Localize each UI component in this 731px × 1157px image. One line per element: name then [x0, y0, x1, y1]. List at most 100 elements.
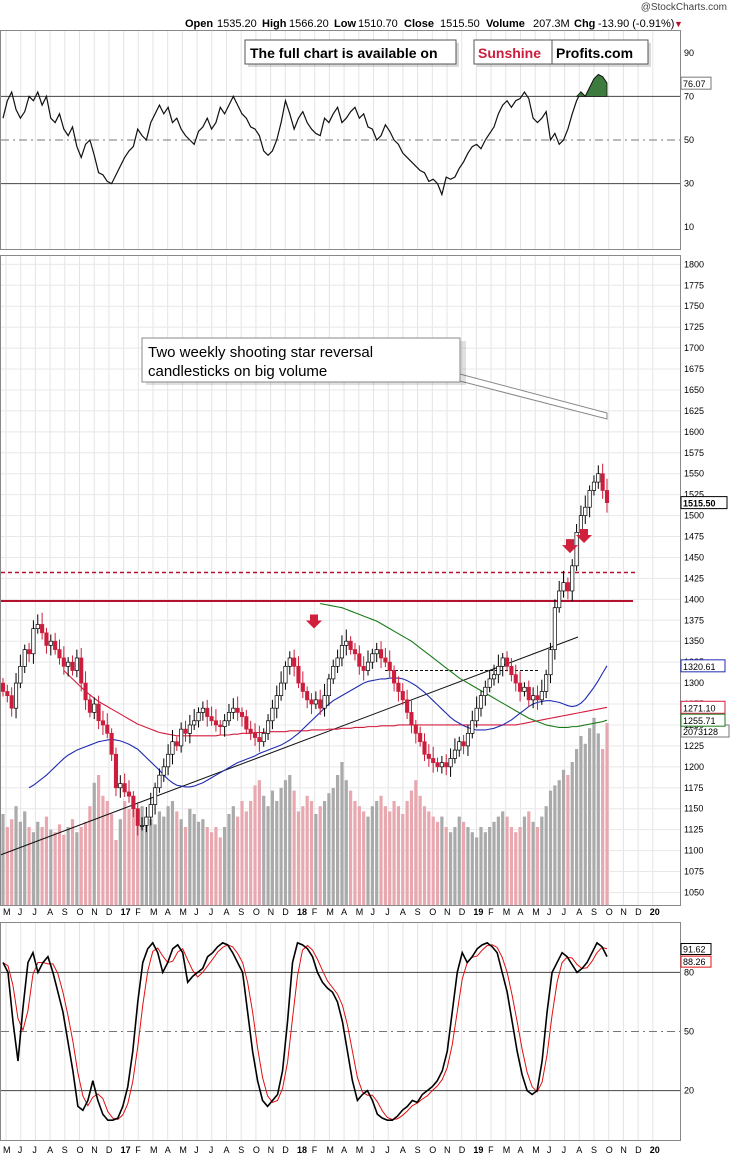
candle-body [279, 682, 284, 696]
open-label: Open [185, 18, 213, 30]
watermark: @StockCharts.com [641, 2, 727, 13]
candle-body [144, 816, 149, 826]
candle-body [426, 753, 431, 759]
volume-bar [544, 806, 548, 905]
candle-body [448, 758, 453, 768]
volume-bar [110, 814, 114, 905]
candle-body [535, 695, 540, 701]
trend-lines [0, 571, 636, 856]
candle-body [431, 758, 436, 763]
candle-body [565, 582, 570, 592]
volume-bar [553, 785, 557, 905]
x-tick-label: A [47, 907, 53, 917]
candle-body [183, 728, 188, 734]
candle-body [270, 707, 275, 722]
volume-bar [101, 795, 105, 905]
ma-last-value: 1255.71 [683, 716, 716, 726]
volume-bar [153, 824, 157, 905]
candle-body [287, 657, 292, 667]
candle-body [266, 720, 271, 734]
x-tick-label: J [194, 907, 199, 917]
x-tick-label: J [371, 907, 376, 917]
volume-bar [596, 733, 600, 905]
candle-body [604, 490, 610, 503]
volume-bar [475, 837, 479, 905]
x-tick-label: A [165, 907, 171, 917]
candle-body [374, 649, 379, 655]
candle-body [405, 699, 410, 713]
promo-text: The full chart is available on [250, 45, 438, 61]
ma-last-box [680, 700, 726, 714]
x-tick-label: D [459, 907, 466, 917]
chg-down-icon: ▼ [674, 19, 683, 29]
annotation-line-1: Two weekly shooting star reversal [148, 344, 373, 361]
candle-body [344, 640, 349, 646]
candle-body [192, 720, 197, 726]
volume-bar [140, 806, 144, 905]
volume-bar [149, 819, 153, 905]
volume-bar [344, 780, 348, 905]
candle-body [331, 665, 336, 680]
brand-sunshine: Sunshine [478, 45, 541, 61]
volume-bar [288, 775, 292, 905]
candle-body [57, 649, 62, 659]
rsi-last-value: 76.07 [683, 79, 706, 89]
candle-body [305, 691, 310, 701]
x-tick-label: A [224, 1145, 230, 1155]
candle-body [100, 720, 105, 726]
x-tick-label: M [150, 1145, 158, 1155]
volume-bar [96, 775, 101, 905]
volume-bar [492, 821, 496, 905]
volume-bar [514, 832, 518, 905]
candle-body [239, 712, 245, 717]
volume-bar [466, 827, 470, 905]
volume-bar [540, 816, 544, 905]
price-candles [0, 463, 610, 836]
candle-body [252, 732, 258, 738]
volume-bar [509, 827, 514, 905]
candle-body [40, 624, 45, 634]
candle-body [461, 741, 466, 747]
x-tick-label: 20 [650, 1145, 660, 1155]
candle-body [118, 783, 123, 789]
rsi-tick-label: 50 [684, 135, 694, 145]
x-tick-label: M [326, 1145, 334, 1155]
x-tick-label: N [444, 907, 451, 917]
x-tick-label: S [238, 907, 244, 917]
down-arrow-icon [562, 539, 578, 554]
x-tick-label: J [32, 1145, 37, 1155]
volume-bar [414, 780, 418, 905]
volume-bar [70, 819, 75, 905]
price-tick-label: 1350 [684, 636, 704, 646]
candle-body [418, 732, 423, 743]
candle-body [557, 590, 562, 609]
candle-body [257, 737, 262, 743]
x-tick-label: A [165, 1145, 171, 1155]
x-tick-label: N [620, 907, 627, 917]
volume-bar [262, 795, 266, 905]
x-tick-label: M [326, 907, 334, 917]
volume-bar [123, 801, 127, 905]
candle-body [400, 691, 405, 701]
volume-bar [14, 806, 18, 905]
volume-bar [253, 785, 257, 905]
x-tick-label: M [179, 1145, 187, 1155]
stoch-tick-label: 80 [684, 967, 694, 977]
volume-bar [531, 821, 535, 905]
candle-body [370, 653, 375, 663]
candle-body [66, 661, 71, 667]
candle-body [296, 665, 301, 684]
candle-body [505, 657, 510, 667]
stoch-tick-label: 20 [684, 1086, 694, 1096]
x-tick-label: N [268, 907, 275, 917]
stoch-last-value: 91.62 [683, 945, 706, 955]
volume-bar [305, 795, 309, 905]
candle-body [226, 712, 232, 722]
candle-body [87, 699, 92, 713]
volume-bar [583, 743, 587, 905]
volume-bar [479, 827, 483, 905]
candle-body [218, 724, 223, 727]
x-tick-label: M [532, 907, 540, 917]
volume-bar [166, 806, 170, 905]
candle-body [126, 791, 132, 797]
